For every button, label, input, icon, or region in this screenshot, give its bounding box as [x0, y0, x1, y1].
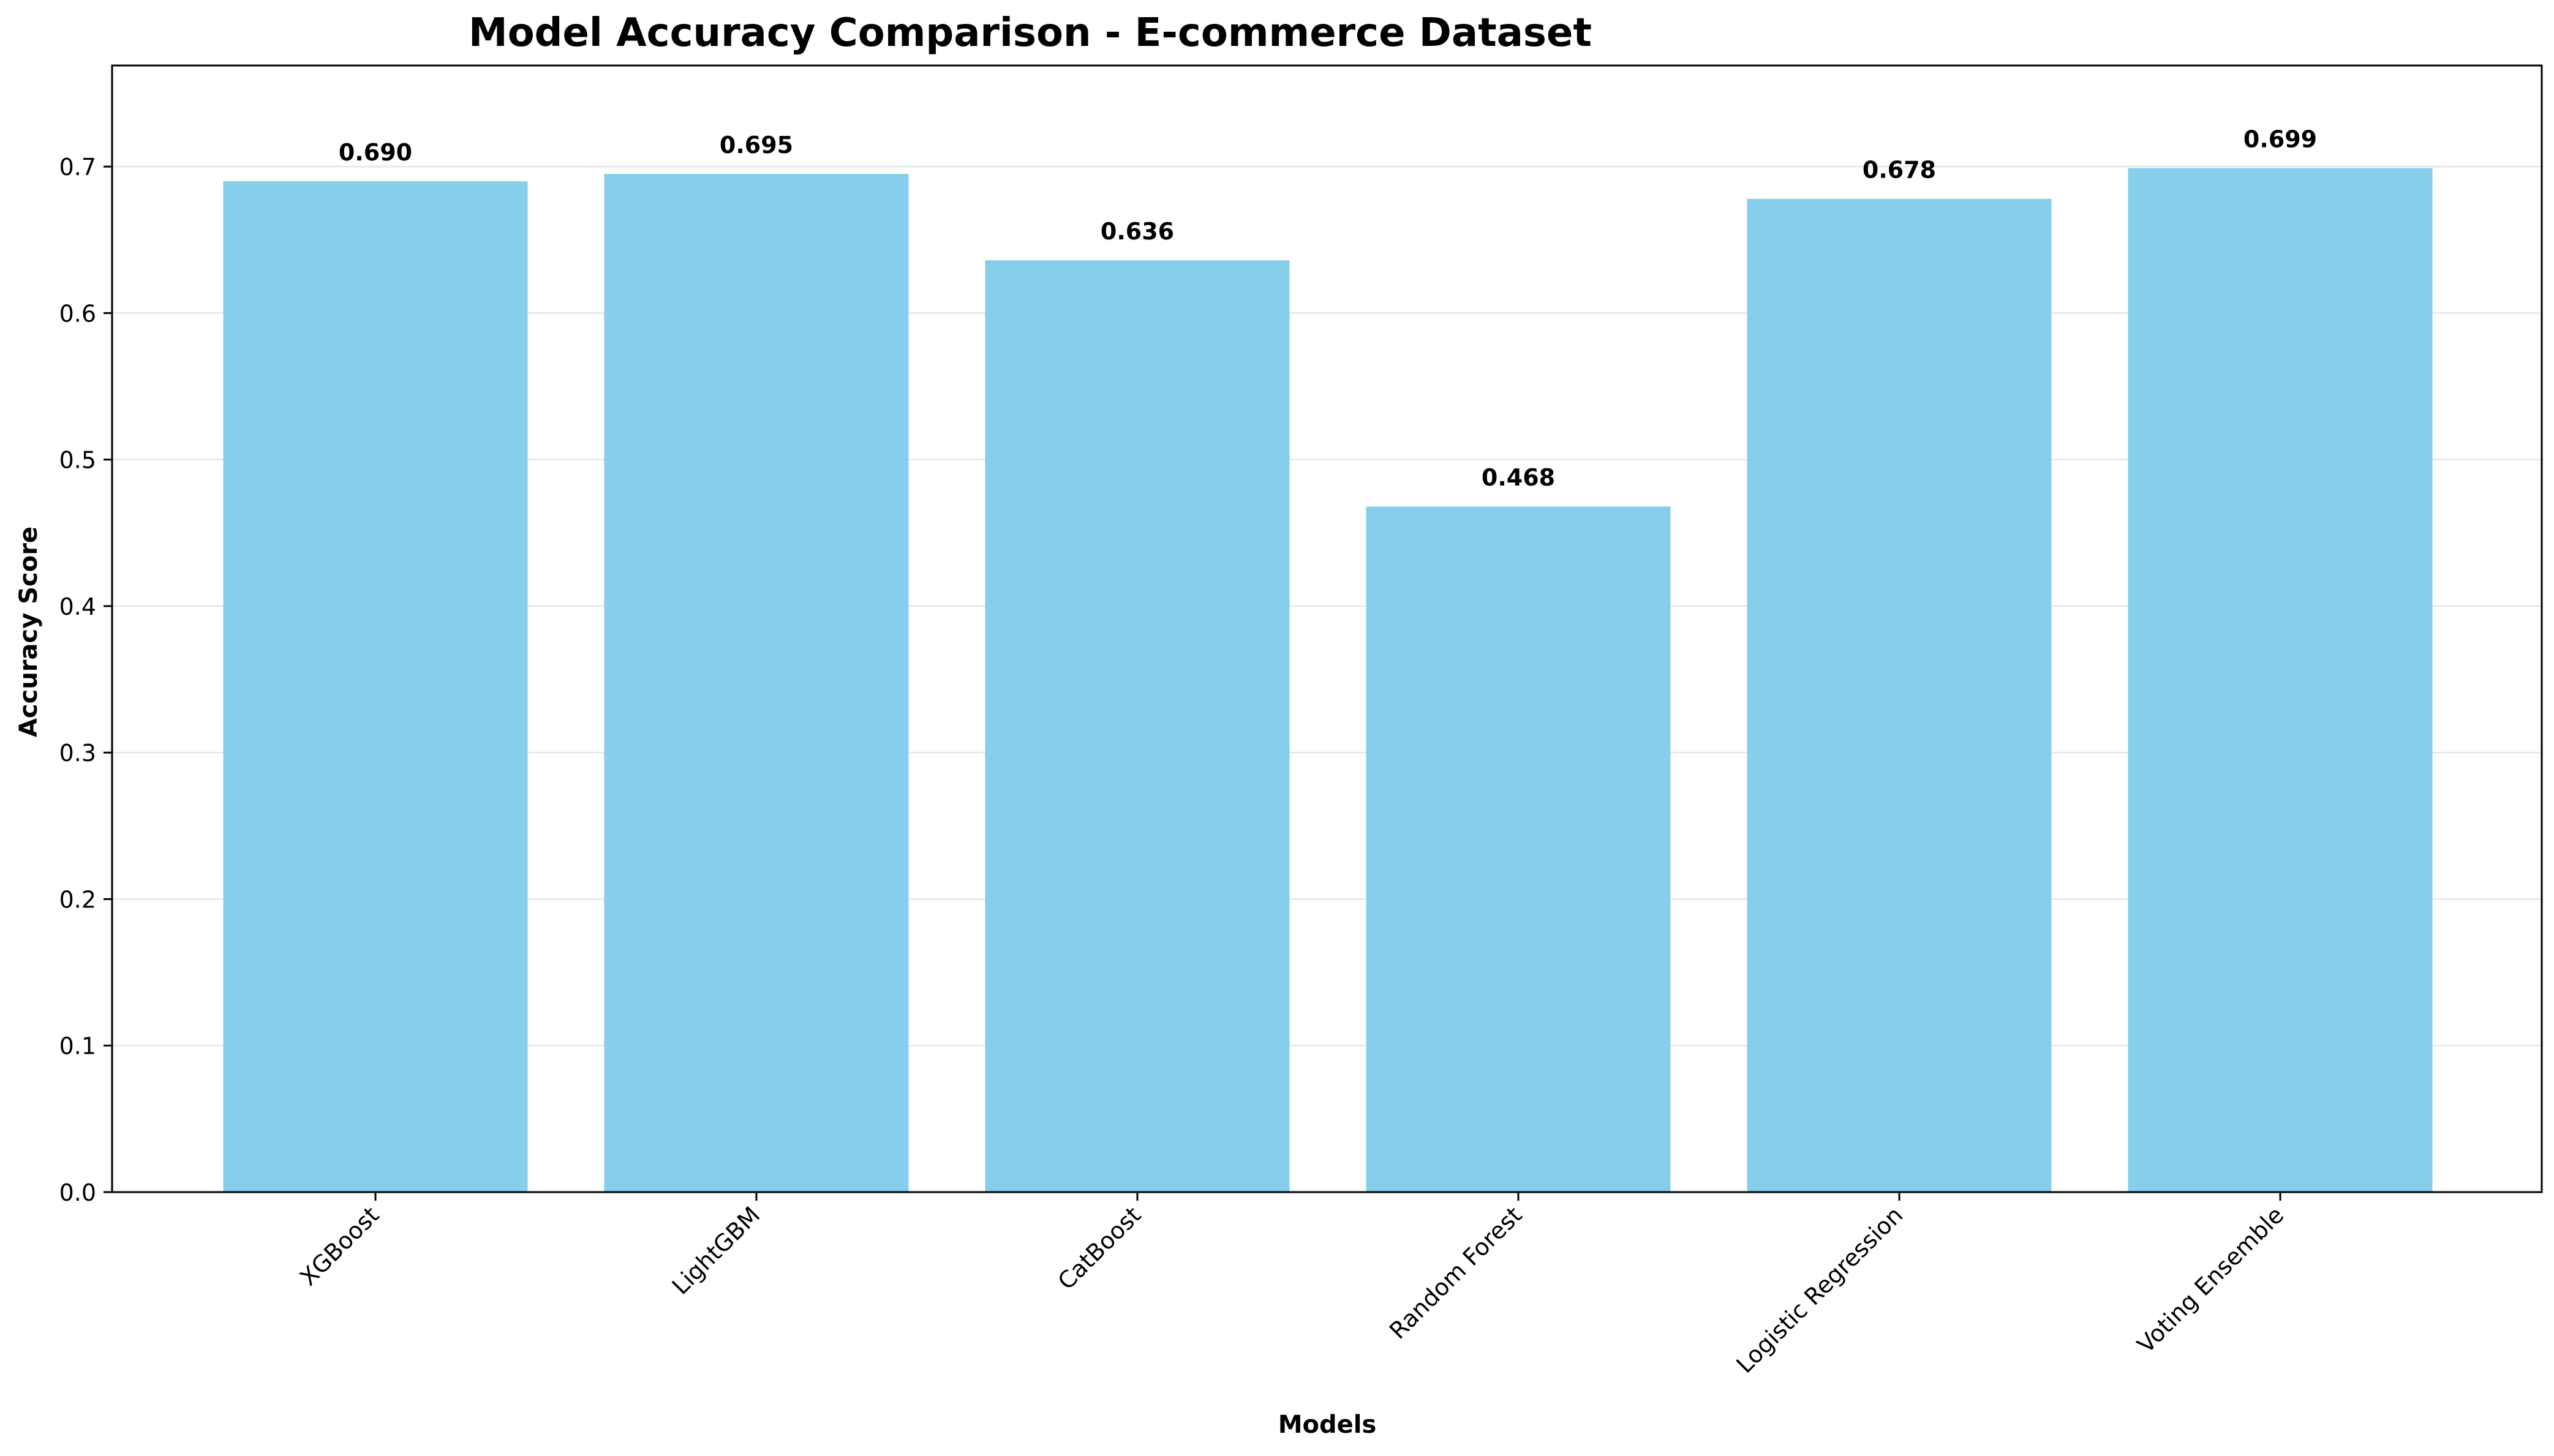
value-label: 0.699	[2243, 126, 2317, 152]
axes	[111, 64, 2543, 1193]
chart-title: Model Accuracy Comparison - E-commerce D…	[469, 10, 1592, 56]
value-label: 0.468	[1482, 464, 1555, 491]
y-tick-label: 0.2	[59, 886, 96, 913]
y-tick-label: 0.7	[59, 154, 96, 181]
y-ticks: 0.0 0.1 0.2 0.3 0.4 0.5 0.6 0.7	[59, 154, 112, 1206]
y-tick-label: 0.6	[59, 300, 96, 327]
x-axis-label: Models	[1278, 1411, 1377, 1439]
bar	[2128, 168, 2433, 1192]
value-label: 0.690	[339, 139, 412, 166]
value-labels: 0.690 0.695 0.636 0.468 0.678 0.699	[339, 126, 2317, 491]
y-tick-label: 0.4	[59, 593, 96, 620]
y-axis-label: Accuracy Score	[15, 527, 43, 737]
y-tick-label: 0.3	[59, 740, 96, 767]
y-tick-label: 0.5	[59, 447, 96, 474]
bar	[1747, 198, 2052, 1193]
y-tick-label: 0.1	[59, 1033, 96, 1060]
bars	[223, 168, 2433, 1193]
bar	[985, 260, 1290, 1193]
bar	[1366, 506, 1671, 1193]
bar	[223, 181, 528, 1193]
bar	[604, 174, 909, 1192]
plot-frame	[111, 64, 2543, 1193]
value-label: 0.636	[1101, 218, 1174, 245]
value-label: 0.678	[1863, 157, 1936, 184]
y-tick-label: 0.0	[59, 1179, 96, 1206]
value-label: 0.695	[720, 132, 793, 159]
